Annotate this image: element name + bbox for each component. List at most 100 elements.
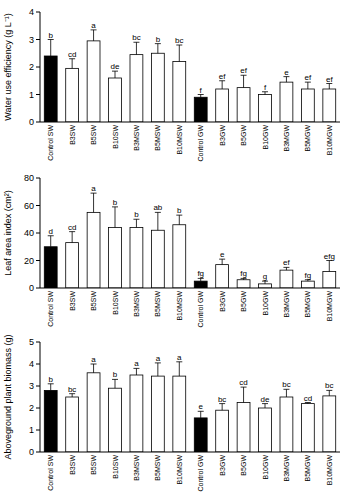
x-tick-label: B5MGW — [304, 455, 311, 482]
error-bar — [241, 387, 247, 402]
error-bar — [133, 219, 139, 227]
data-label: fg — [240, 269, 247, 278]
data-label: fg — [305, 271, 312, 280]
x-tick-label: B10GW — [262, 125, 269, 150]
y-tick-label: 1 — [29, 425, 34, 435]
data-label: cd — [68, 50, 76, 59]
bar — [323, 272, 336, 289]
data-label: de — [261, 395, 270, 404]
error-line — [265, 404, 266, 408]
error-line — [93, 193, 94, 212]
x-tick-label: B3MGW — [283, 455, 290, 482]
bar — [280, 270, 293, 288]
y-tick-label: 0 — [29, 117, 34, 127]
error-bar — [155, 44, 161, 54]
bar — [109, 228, 122, 289]
error-line — [200, 278, 201, 281]
bar — [237, 88, 250, 122]
error-bar — [48, 40, 54, 57]
x-tick-label: B10MSW — [176, 455, 183, 485]
bar — [66, 68, 79, 122]
data-label: e — [284, 68, 289, 77]
bar — [301, 404, 314, 452]
error-bar — [69, 59, 75, 69]
bar — [66, 397, 79, 452]
x-tick-label: B10MGW — [326, 291, 333, 322]
data-label: d — [48, 227, 52, 236]
data-label: b — [177, 206, 182, 215]
data-label: b — [113, 370, 118, 379]
error-bar — [112, 379, 118, 388]
data-label: bc — [175, 36, 183, 45]
bar — [323, 89, 336, 122]
error-bar — [326, 84, 332, 90]
data-label: a — [134, 359, 139, 368]
x-tick-label: B5SW — [90, 455, 97, 475]
error-bar — [305, 280, 311, 281]
y-tick — [36, 122, 40, 123]
error-line — [200, 95, 201, 98]
x-tick-label: Control GW — [197, 125, 204, 162]
x-tick-label: B5MSW — [154, 455, 161, 481]
bar — [173, 376, 186, 452]
y-tick — [36, 288, 40, 289]
y-tick-label: 4 — [29, 359, 34, 369]
bar — [173, 225, 186, 288]
data-label: f — [264, 83, 267, 92]
error-line — [50, 40, 51, 57]
x-axis — [40, 122, 340, 123]
bar — [109, 388, 122, 452]
bar — [109, 78, 122, 122]
data-label: a — [177, 353, 182, 362]
error-bar — [69, 232, 75, 243]
x-tick-label: B3GW — [219, 455, 226, 476]
bar — [194, 418, 207, 452]
bar — [194, 281, 207, 288]
bars — [44, 362, 335, 452]
error-line — [50, 384, 51, 391]
data-label: bc — [325, 381, 333, 390]
error-bar — [176, 362, 182, 376]
error-bar — [219, 259, 225, 265]
bar — [280, 397, 293, 452]
data-label: cd — [239, 378, 247, 387]
data-label: ef — [240, 66, 247, 75]
bar — [259, 284, 272, 288]
x-tick-label: B5MGW — [304, 125, 311, 152]
error-line — [72, 394, 73, 397]
error-bar — [241, 278, 247, 279]
x-tick-label: B10MSW — [176, 291, 183, 321]
bar — [216, 89, 229, 122]
y-tick — [36, 233, 40, 234]
data-label: bc — [282, 380, 290, 389]
data-label: ef — [283, 258, 290, 267]
y-axis-label: Leaf area index (cm²) — [3, 190, 13, 276]
error-bar — [262, 92, 268, 95]
error-bar — [91, 193, 97, 212]
error-bar — [198, 95, 204, 98]
error-line — [136, 368, 137, 375]
bar — [130, 228, 143, 289]
error-line — [286, 389, 287, 397]
x-tick-label: B5GW — [240, 291, 247, 312]
error-line — [222, 404, 223, 411]
bar — [323, 396, 336, 452]
x-tick-label: B3SW — [69, 125, 76, 145]
error-bar — [241, 75, 247, 87]
data-label: efg — [324, 252, 335, 261]
y-tick — [36, 364, 40, 365]
y-tick-label: 60 — [24, 201, 34, 211]
data-label: e — [220, 250, 225, 259]
error-bar — [283, 77, 289, 83]
error-line — [243, 387, 244, 402]
y-tick — [36, 178, 40, 179]
y-tick — [36, 260, 40, 261]
bar — [280, 82, 293, 122]
error-bar — [176, 45, 182, 62]
x-tick-label: B10MGW — [326, 125, 333, 156]
x-tick-label: B10SW — [112, 455, 119, 479]
x-tick-label: B3MSW — [133, 291, 140, 317]
y-tick-label: 4 — [29, 7, 34, 17]
error-bar — [112, 207, 118, 228]
x-tick-label: Control GW — [197, 291, 204, 328]
